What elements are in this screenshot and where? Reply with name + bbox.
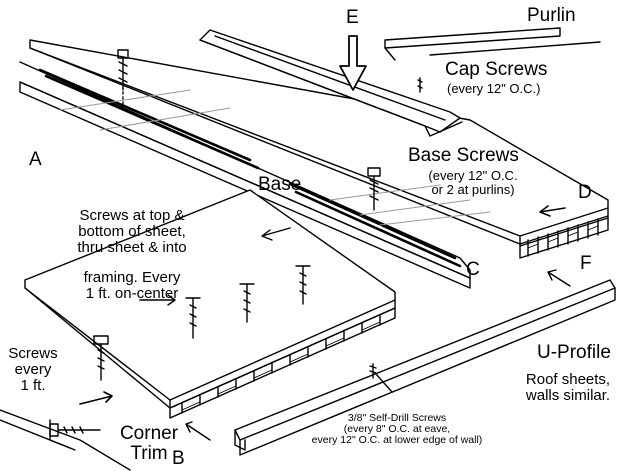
self-drill-line-3: every 12" O.C. at lower edge of wall) [311, 434, 483, 447]
u-profile-label: U-Profile [537, 342, 611, 363]
letter-b: B [172, 448, 185, 469]
letter-e: E [346, 7, 359, 28]
purlin-beam [384, 27, 601, 61]
cap-screws-label: Cap Screws [445, 59, 548, 80]
roof-sheets-note: Roof sheets, walls similar. [512, 372, 624, 404]
screws-every-line-3: 1 ft. [20, 376, 46, 394]
base-screws-spacing-line-1: (every 12" O.C. [428, 168, 518, 183]
screw-trim-vertical [93, 335, 109, 381]
arrow-base [261, 227, 291, 241]
screws-note-cont: framing. Every 1 ft. on-center [62, 270, 202, 302]
arrow-e-down [339, 35, 367, 91]
corner-trim-label: Corner Trim [116, 424, 182, 464]
screws-every-line-2: every [14, 360, 52, 378]
arrow-sheet [139, 294, 176, 306]
screw-base [367, 167, 381, 211]
self-drill-line-1: 3/8" Self-Drill Screws [347, 412, 447, 424]
self-drill-screws-note: 3/8" Self-Drill Screws (every 8" O.C. at… [262, 412, 532, 447]
arrow-trim [79, 391, 113, 405]
lower-roof-sheet [24, 189, 396, 419]
base-screws-label: Base Screws [408, 145, 519, 166]
screws-note: Screws at top & bottom of sheet, thru sh… [62, 208, 202, 255]
screw-cap-top [117, 49, 129, 111]
screw-sheet-1 [185, 297, 201, 339]
screw-sheet-2 [239, 283, 255, 323]
arrow-b [185, 421, 211, 441]
screw-self-drill [369, 363, 393, 393]
screws-note-line-5: 1 ft. on-center [85, 284, 179, 302]
screws-every-ft: Screws every 1 ft. [0, 346, 66, 393]
screws-note-line-4: framing. Every [83, 269, 181, 286]
screw-cap [417, 77, 423, 93]
arrow-d [539, 205, 566, 217]
base-screws-spacing-line-2: or 2 at purlins) [431, 181, 515, 197]
corner-trim-line-2: Trim [130, 442, 168, 464]
arrow-f [547, 269, 571, 287]
base-screws-spacing: (every 12" O.C. or 2 at purlins) [418, 169, 528, 196]
letter-a: A [29, 149, 42, 170]
base-profile [19, 61, 491, 289]
letter-d: D [578, 182, 592, 203]
screws-note-line-3: thru sheet & into [77, 238, 187, 256]
cap-profile [199, 29, 463, 137]
screw-sheet-3 [295, 265, 311, 305]
base-label: Base [258, 174, 302, 195]
letter-f: F [580, 253, 592, 274]
purlin-label: Purlin [527, 5, 576, 26]
corner-trim [0, 409, 131, 471]
screws-every-line-1: Screws [8, 345, 58, 362]
roof-sheets-line-1: Roof sheets, [525, 371, 611, 388]
roof-sheets-line-2: walls similar. [525, 386, 611, 404]
self-drill-line-2: (every 8" O.C. at eave, [343, 423, 451, 436]
screw-trim-horizontal [49, 423, 101, 437]
cap-screws-spacing: (every 12" O.C.) [447, 81, 541, 96]
upper-roof-sheet [29, 39, 609, 259]
screws-note-line-2: bottom of sheet, [78, 222, 186, 240]
screws-note-line-1: Screws at top & [79, 207, 185, 224]
letter-c: C [466, 259, 480, 280]
u-profile [234, 279, 616, 456]
corner-trim-line-1: Corner [119, 423, 179, 444]
